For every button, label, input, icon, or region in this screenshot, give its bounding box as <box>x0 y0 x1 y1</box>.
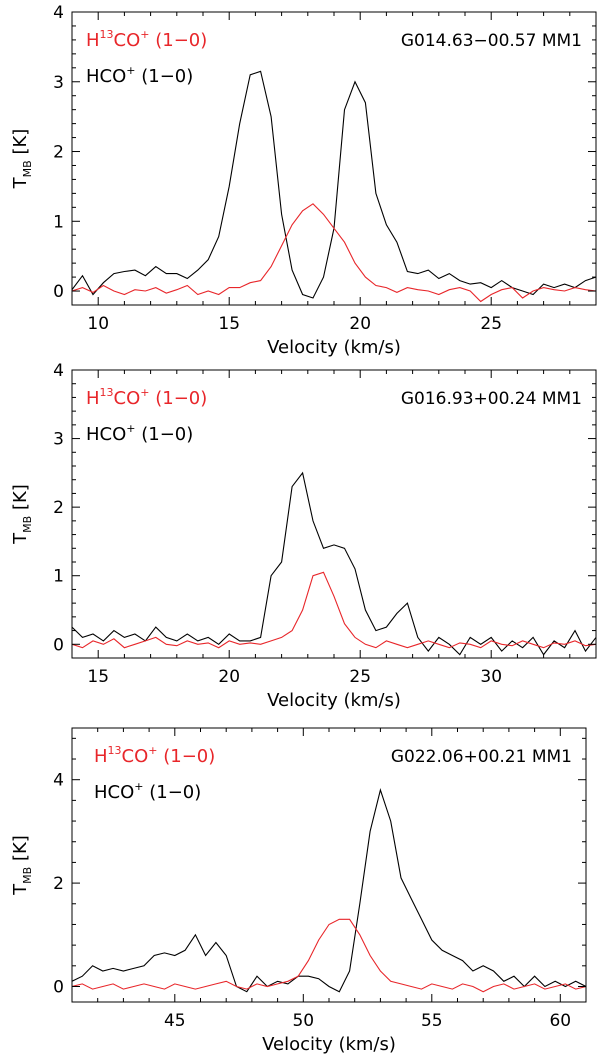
x-tick-label: 10 <box>87 314 109 334</box>
h13co-line-3 <box>72 918 586 993</box>
y-tick-label: 2 <box>53 143 64 163</box>
h13co-line-1 <box>72 203 596 303</box>
plot-frame <box>71 369 597 659</box>
x-tick-label: 20 <box>349 314 371 334</box>
x-tick-label: 15 <box>87 667 109 687</box>
legend-h13co: H13CO+ (1−0) <box>94 744 215 767</box>
y-tick-label: 4 <box>53 3 64 23</box>
legend-h13co: H13CO+ (1−0) <box>86 386 207 409</box>
y-tick-label: 2 <box>53 874 64 894</box>
legend-hco: HCO+ (1−0) <box>86 422 193 445</box>
x-tick-label: 30 <box>480 667 502 687</box>
y-tick-label: 0 <box>53 635 64 655</box>
y-axis-label: TMB [K] <box>10 835 34 896</box>
x-tick-label: 55 <box>421 1011 443 1031</box>
x-tick-label: 60 <box>549 1011 571 1031</box>
legend-h13co: H13CO+ (1−0) <box>86 28 207 51</box>
y-tick-label: 3 <box>53 430 64 450</box>
spectrum-panel-2: 15 20 25 30 0 1 2 3 4 Velocity (km/s) TMB [K] H13CO… <box>10 361 597 711</box>
x-tick-label: 15 <box>218 314 240 334</box>
y-tick-label: 1 <box>53 567 64 587</box>
plot-frame <box>71 11 597 306</box>
source-name: G014.63−00.57 MM1 <box>401 31 582 51</box>
x-tick-label: 20 <box>218 667 240 687</box>
source-name: G022.06+00.21 MM1 <box>391 747 572 767</box>
y-axis-label: TMB [K] <box>10 129 34 190</box>
y-tick-label: 3 <box>53 73 64 93</box>
hco-line-2 <box>72 471 596 656</box>
y-tick-label: 4 <box>53 771 64 791</box>
y-tick-label: 0 <box>53 977 64 997</box>
x-tick-label: 25 <box>349 667 371 687</box>
h13co-line-2 <box>72 571 596 649</box>
hco-line-3 <box>72 788 586 993</box>
legend-hco: HCO+ (1−0) <box>94 780 201 803</box>
spectrum-panel-3: 45 50 55 60 0 2 4 Velocity (km/s) TMB [K] H13CO+ … <box>10 727 587 1055</box>
y-tick-label: 1 <box>53 212 64 232</box>
x-tick-label: 50 <box>292 1011 314 1031</box>
y-axis-label: TMB [K] <box>10 484 34 545</box>
source-name: G016.93+00.24 MM1 <box>401 389 582 409</box>
y-tick-label: 2 <box>53 498 64 518</box>
y-tick-label: 0 <box>53 282 64 302</box>
x-tick-label: 45 <box>164 1011 186 1031</box>
x-tick-label: 25 <box>480 314 502 334</box>
x-axis-label: Velocity (km/s) <box>267 690 401 711</box>
hco-line-1 <box>72 70 596 299</box>
y-tick-label: 4 <box>53 361 64 381</box>
spectrum-panel-1: 10 15 20 25 0 1 2 3 4 Velocity (km/s) TMB [K] H13CO… <box>10 3 597 358</box>
legend-hco: HCO+ (1−0) <box>86 64 193 87</box>
x-axis-label: Velocity (km/s) <box>267 337 401 358</box>
x-axis-label: Velocity (km/s) <box>262 1034 396 1055</box>
